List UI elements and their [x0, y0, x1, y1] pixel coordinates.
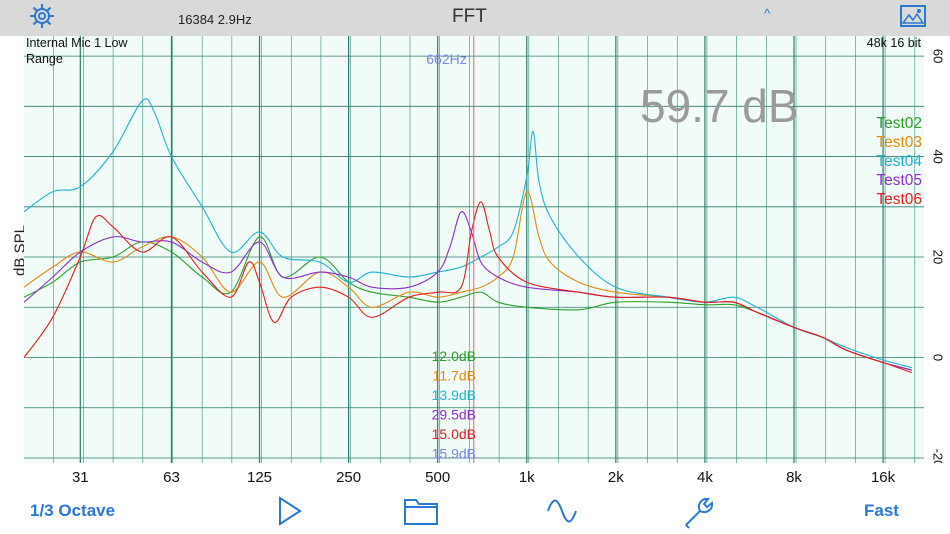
legend-entry: Test06	[876, 191, 922, 208]
range-label: Range	[26, 52, 63, 66]
x-tick-label: 500	[425, 469, 450, 486]
x-tick-label: 63	[163, 469, 180, 486]
top-bar: 16384 2.9Hz FFT ^	[0, 0, 950, 36]
x-tick-label: 250	[336, 469, 361, 486]
y-tick-label: 0	[931, 354, 946, 361]
x-tick-label: 4k	[697, 469, 713, 486]
cursor-frequency-label: 662Hz	[426, 51, 466, 67]
gear-icon[interactable]	[28, 2, 56, 30]
x-tick-label: 125	[247, 469, 272, 486]
y-tick-labels: -20 0 20 40 60	[924, 36, 950, 463]
x-tick-label: 1k	[519, 469, 535, 486]
cursor-value-readout: 13.9dB	[432, 387, 476, 403]
bottom-toolbar: 1/3 Octave Fast	[0, 491, 950, 534]
x-tick-label: 16k	[871, 469, 896, 486]
input-device-label: Internal Mic 1 Low	[26, 36, 128, 50]
legend-entry: Test04	[876, 153, 922, 170]
page-title: FFT	[452, 6, 487, 27]
cursor-value-readout: 11.7dB	[433, 368, 476, 384]
sine-wave-icon[interactable]	[546, 495, 578, 527]
series-line-test06	[24, 201, 912, 374]
x-tick-label: 2k	[608, 469, 624, 486]
x-tick-label: 8k	[786, 469, 802, 486]
level-readout: 59.7 dB	[640, 80, 799, 132]
fft-size-label: 16384 2.9Hz	[178, 12, 252, 27]
cursor-value-readout: 12.0dB	[432, 348, 476, 364]
x-tick-label: 31	[72, 469, 89, 486]
fft-plot[interactable]: 662Hz Internal Mic 1 Low Range 48k 16 bit 59…	[24, 36, 924, 463]
play-icon[interactable]	[277, 495, 303, 527]
legend-entry: Test05	[876, 172, 922, 189]
collapse-caret[interactable]: ^	[764, 6, 771, 21]
major-grid	[79, 36, 884, 463]
legend-entry: Test03	[876, 134, 922, 151]
cursor-value-readout: 29.5dB	[432, 407, 476, 423]
y-tick-label: -20	[931, 449, 946, 463]
image-icon[interactable]	[900, 5, 926, 27]
y-tick-label: 40	[931, 149, 946, 163]
y-tick-label: 20	[931, 250, 946, 264]
format-label: 48k 16 bit	[867, 36, 922, 50]
minor-grid	[53, 36, 916, 463]
x-tick-labels: 31 63 125 250 500 1k 2k 4k 8k 16k	[72, 469, 896, 486]
y-tick-label: 60	[931, 49, 946, 63]
series-line-test04	[24, 98, 912, 369]
legend-entry: Test02	[876, 115, 922, 132]
speed-button[interactable]: Fast	[864, 501, 899, 520]
octave-button[interactable]: 1/3 Octave	[30, 501, 116, 520]
cursor-value-readout: 15.0dB	[432, 426, 476, 442]
folder-icon[interactable]	[403, 495, 439, 527]
tick-label-background	[924, 36, 950, 463]
cursor-value-readout: 15.9dB	[432, 446, 476, 462]
wrench-icon[interactable]	[682, 495, 718, 529]
